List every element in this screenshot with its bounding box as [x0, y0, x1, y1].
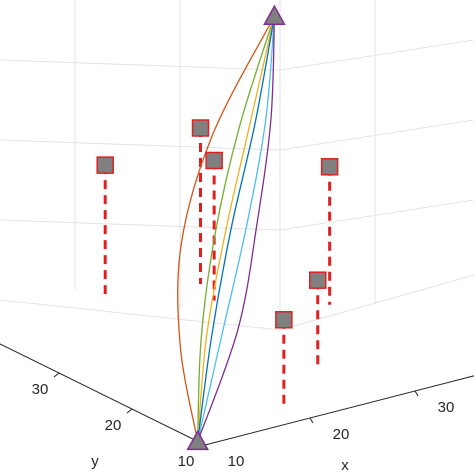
wall-line: [279, 119, 474, 151]
x-tick-label: 20: [333, 426, 350, 443]
obstacle-marker: [191, 119, 210, 137]
end-marker: [263, 4, 286, 25]
y-tick: [126, 408, 133, 414]
obstacle-marker: [96, 156, 114, 174]
obstacle-marker: [275, 311, 293, 329]
trajectory: [197, 16, 276, 442]
y-tick-label: 30: [32, 381, 49, 398]
start-marker: [186, 429, 209, 451]
x-tick-label: 30: [438, 399, 455, 416]
obstacle-marker: [309, 271, 327, 289]
trajectory: [197, 16, 276, 442]
x-axis-line: [204, 375, 474, 446]
wall-line: [279, 199, 474, 231]
x-axis-label: x: [341, 457, 349, 474]
y-tick-label: 10: [178, 453, 195, 470]
y-tick-label: 20: [105, 417, 122, 434]
wall-line: [0, 59, 281, 71]
x-tick: [414, 390, 419, 397]
wall-line: [279, 274, 474, 331]
wall-line: [279, 39, 474, 71]
obstacle-marker: [320, 158, 339, 176]
wall-line: [0, 219, 281, 231]
trajectory: [197, 16, 276, 442]
wall-line: [0, 139, 281, 151]
wall-line: [0, 299, 281, 331]
y-tick: [53, 372, 60, 378]
obstacle-marker: [205, 151, 223, 170]
trajectory: [197, 16, 276, 442]
x-tick: [309, 417, 314, 424]
y-axis-line: [0, 343, 206, 446]
x-tick-label: 10: [228, 453, 245, 470]
trajectory: [197, 16, 276, 442]
background-grid: [0, 0, 474, 331]
trajectory: [177, 15, 275, 442]
y-axis-label: y: [91, 453, 99, 470]
